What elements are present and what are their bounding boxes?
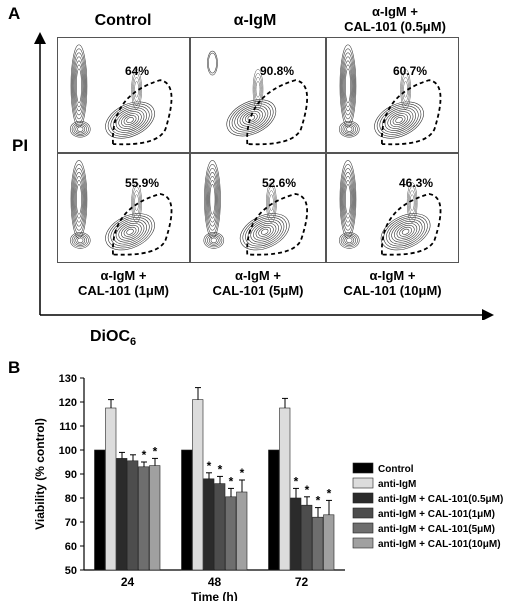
y-tick-label: 70 xyxy=(65,517,77,529)
y-tick-label: 90 xyxy=(65,469,77,481)
pct-cal-0-5: 60.7% xyxy=(393,64,428,78)
x-tick-label: 24 xyxy=(121,575,135,589)
flow-plot-cal-5 xyxy=(190,153,326,263)
legend-label: anti-IgM + CAL-101(5μM) xyxy=(378,524,495,535)
panel-b-letter: B xyxy=(8,358,21,377)
pct-cal-1: 55.9% xyxy=(125,176,160,190)
y-tick-label: 50 xyxy=(65,565,77,577)
bar xyxy=(268,449,280,571)
significance-marker: * xyxy=(240,466,245,480)
legend-swatch xyxy=(352,462,374,474)
x-axis-label-main: DiOC xyxy=(90,328,130,345)
bottom-label-2-line2: CAL-101 (5μM) xyxy=(212,283,304,298)
legend-swatch xyxy=(352,522,374,534)
bar xyxy=(192,399,204,571)
bar xyxy=(236,491,248,571)
pct-cal-10: 46.3% xyxy=(399,176,434,190)
y-tick-label: 130 xyxy=(59,373,77,385)
significance-marker: * xyxy=(229,474,234,488)
legend-label: Control xyxy=(378,464,414,475)
bar xyxy=(214,483,226,571)
bottom-label-3-line2: CAL-101 (10μM) xyxy=(343,283,442,298)
legend-label: anti-IgM + CAL-101(0.5μM) xyxy=(378,494,503,505)
bar xyxy=(94,449,106,571)
bottom-label-1-line2: CAL-101 (1μM) xyxy=(77,283,170,298)
bar xyxy=(225,496,237,571)
bar xyxy=(105,407,117,571)
viability-bar-chart: 50 60 70 80 90 100 110 120 130 Viability (% contr… xyxy=(33,373,503,601)
flow-plot-cal-0-5 xyxy=(326,37,459,153)
significance-marker: * xyxy=(142,448,147,462)
axis-arrows xyxy=(34,32,494,320)
panel-a-letter: A xyxy=(8,4,21,23)
flow-plot-cal-1 xyxy=(57,153,190,263)
significance-marker: * xyxy=(218,462,223,476)
y-tick-label: 80 xyxy=(65,493,77,505)
bar xyxy=(323,514,335,571)
legend-label: anti-IgM xyxy=(378,479,416,490)
flow-plot-anti-igm xyxy=(190,37,326,153)
significance-marker: * xyxy=(153,444,158,458)
significance-marker: * xyxy=(294,474,299,488)
bar xyxy=(203,478,215,571)
legend-swatch xyxy=(352,537,374,549)
flow-plot-control xyxy=(57,37,190,153)
bottom-label-3-line1: α-IgM + xyxy=(369,268,416,283)
x-axis-label-sub: 6 xyxy=(130,336,137,349)
y-tick-label: 60 xyxy=(65,541,77,553)
x-tick-label: 48 xyxy=(208,575,222,589)
legend-label: anti-IgM + CAL-101(1μM) xyxy=(378,509,495,520)
bottom-label-2-line1: α-IgM + xyxy=(235,268,281,283)
significance-marker: * xyxy=(207,459,212,473)
significance-marker: * xyxy=(305,483,310,497)
significance-marker: * xyxy=(316,494,321,508)
bar xyxy=(279,407,291,571)
bottom-label-1-line1: α-IgM + xyxy=(100,268,147,283)
top-label-1: Control xyxy=(94,12,152,29)
bar xyxy=(138,466,150,571)
pct-anti-igm: 90.8% xyxy=(260,64,295,78)
y-axis-label: PI xyxy=(12,136,29,155)
pct-control: 64% xyxy=(125,64,150,78)
bar xyxy=(181,449,193,571)
legend-swatch xyxy=(352,492,374,504)
x-axis-title: Time (h) xyxy=(191,590,237,601)
legend-swatch xyxy=(352,507,374,519)
y-axis-title: Viability (% control) xyxy=(33,418,47,530)
significance-marker: * xyxy=(327,486,332,500)
bar xyxy=(312,516,324,571)
bar xyxy=(149,465,161,571)
top-label-3-line2: CAL-101 (0.5μM) xyxy=(344,19,446,34)
top-label-3-line1: α-IgM + xyxy=(372,4,418,19)
bar xyxy=(301,504,313,571)
pct-cal-5: 52.6% xyxy=(262,176,297,190)
x-axis-label: DiOC6 xyxy=(90,328,136,348)
y-tick-label: 110 xyxy=(59,421,77,433)
x-tick-label: 72 xyxy=(295,575,309,589)
flow-plot-cal-10 xyxy=(326,153,459,263)
legend-label: anti-IgM + CAL-101(10μM) xyxy=(378,539,501,550)
bar xyxy=(290,497,302,571)
top-label-2: α-IgM xyxy=(233,12,277,29)
bar xyxy=(116,458,128,571)
legend-swatch xyxy=(352,477,374,489)
bar xyxy=(127,460,139,571)
y-tick-label: 120 xyxy=(59,397,77,409)
y-tick-label: 100 xyxy=(59,445,77,457)
